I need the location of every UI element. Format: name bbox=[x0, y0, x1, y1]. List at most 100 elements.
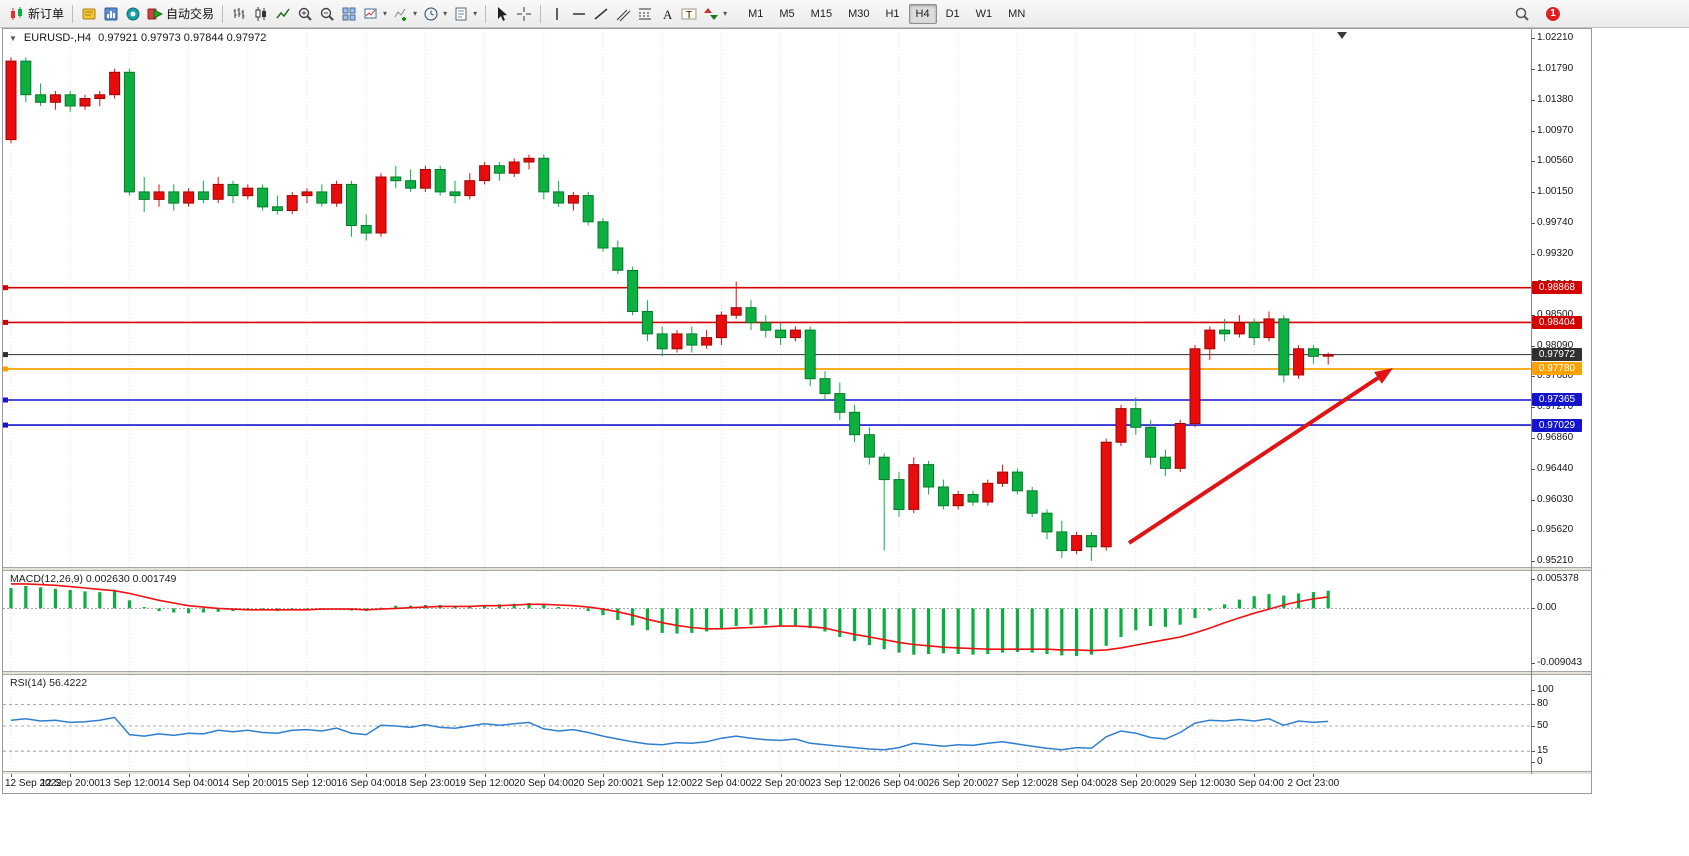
timeframe-mn[interactable]: MN bbox=[1008, 7, 1026, 20]
trendline-button[interactable] bbox=[590, 3, 612, 25]
line-chart-button[interactable] bbox=[272, 3, 294, 25]
timeframe-m5[interactable]: M5 bbox=[779, 7, 795, 20]
time-axis[interactable]: 12 Sep 2022 12 Sep 20:00 13 Sep 12:00 14 Se… bbox=[3, 774, 1591, 793]
macd-axis-label: -0.009043 bbox=[1537, 657, 1583, 668]
timeframe-h4[interactable]: H4 bbox=[908, 3, 937, 24]
macd-pane[interactable]: MACD(12,26,9) 0.002630 0.001749 bbox=[3, 571, 1591, 671]
axis-tick bbox=[1531, 69, 1535, 71]
time-axis-label: 29 Sep 12:00 bbox=[1165, 778, 1225, 789]
axis-tick bbox=[1531, 99, 1535, 101]
rsi-chart[interactable] bbox=[3, 675, 1531, 771]
cursor-button[interactable] bbox=[491, 3, 513, 25]
time-axis-label: 23 Sep 12:00 bbox=[810, 778, 870, 789]
time-tick bbox=[425, 774, 427, 777]
horizontal-line-button[interactable] bbox=[568, 3, 590, 25]
price-axis[interactable]: 1.02210 1.01790 1.01380 1.00970 1.00560 1.001… bbox=[1531, 29, 1591, 774]
shapes-button[interactable]: ▾ bbox=[700, 3, 730, 25]
time-axis-label: 22 Sep 04:00 bbox=[691, 778, 752, 789]
chevron-down-icon[interactable]: ▾ bbox=[723, 9, 728, 18]
vertical-line-button[interactable] bbox=[546, 3, 568, 25]
notification-badge[interactable]: 1 bbox=[1545, 5, 1561, 22]
rsi-name: RSI(14) bbox=[10, 677, 47, 689]
label-button[interactable]: T bbox=[678, 3, 700, 25]
axis-tick bbox=[1531, 499, 1535, 501]
timeframe-h1[interactable]: H1 bbox=[885, 7, 900, 20]
pane-separator[interactable] bbox=[3, 671, 1591, 675]
periods-button[interactable]: ▾ bbox=[420, 3, 450, 25]
toolbar-separator bbox=[72, 4, 74, 23]
chevron-down-icon[interactable]: ▾ bbox=[383, 9, 388, 18]
zoom-in-button[interactable] bbox=[294, 3, 316, 25]
timeframe-d1[interactable]: D1 bbox=[945, 7, 960, 20]
search-icon bbox=[1514, 6, 1530, 22]
time-tick bbox=[603, 774, 604, 777]
macd-values: 0.002630 0.001749 bbox=[85, 573, 177, 585]
price-badge: 0.97029 bbox=[1532, 418, 1582, 432]
price-badge: 0.97365 bbox=[1532, 393, 1582, 407]
cursor-icon bbox=[494, 6, 510, 22]
metaeditor-button[interactable] bbox=[78, 3, 100, 25]
time-tick bbox=[366, 774, 368, 777]
time-axis-label: 30 Sep 04:00 bbox=[1224, 778, 1284, 789]
axis-tick bbox=[1531, 161, 1535, 163]
timeframe-m30[interactable]: M30 bbox=[848, 7, 870, 20]
auto-trading-button[interactable]: 自动交易 bbox=[144, 3, 217, 25]
time-tick bbox=[721, 774, 723, 777]
chevron-down-icon[interactable]: ▾ bbox=[473, 9, 478, 18]
pane-separator[interactable] bbox=[3, 771, 1591, 774]
chart-shift-marker[interactable] bbox=[1337, 32, 1347, 39]
zoom-out-button[interactable] bbox=[316, 3, 338, 25]
time-tick bbox=[1017, 774, 1019, 777]
toolbar: 新订单 自动交易 ▾ ▾ ▾ ▾ A T ▾ M1 M5 M15 M30 H1 H4 D1 W1 MN 1 bbox=[0, 0, 1689, 28]
crosshair-button[interactable] bbox=[513, 3, 535, 25]
time-tick bbox=[188, 774, 190, 777]
axis-tick bbox=[1531, 762, 1535, 763]
timeframe-m15[interactable]: M15 bbox=[810, 7, 833, 20]
text-button[interactable]: A bbox=[656, 3, 678, 25]
candlestick-chart[interactable] bbox=[3, 29, 1531, 567]
time-tick bbox=[839, 774, 841, 777]
axis-tick bbox=[1531, 579, 1535, 580]
chevron-down-icon[interactable]: ▾ bbox=[413, 9, 418, 18]
auto-trading-button-label: 自动交易 bbox=[166, 7, 215, 21]
time-tick bbox=[11, 774, 12, 777]
timeframe-w1[interactable]: W1 bbox=[975, 7, 993, 20]
profiles-button[interactable] bbox=[100, 3, 122, 25]
time-tick bbox=[1313, 774, 1315, 777]
macd-name: MACD(12,26,9) bbox=[10, 573, 83, 585]
price-axis-label: 1.00150 bbox=[1537, 185, 1574, 197]
search-button[interactable] bbox=[1511, 3, 1533, 25]
timeframe-m1[interactable]: M1 bbox=[748, 7, 764, 20]
time-tick bbox=[899, 774, 900, 777]
channel-button[interactable] bbox=[612, 3, 634, 25]
price-chart-pane[interactable]: ▼ EURUSD-,H4 0.97921 0.97973 0.97844 0.9… bbox=[3, 29, 1591, 567]
indicators-button[interactable]: ▾ bbox=[390, 3, 420, 25]
time-tick bbox=[129, 774, 131, 777]
clock-icon bbox=[423, 6, 439, 22]
chevron-down-icon[interactable]: ▾ bbox=[443, 9, 448, 18]
macd-chart[interactable] bbox=[3, 571, 1531, 671]
new-order-button[interactable]: 新订单 bbox=[6, 3, 67, 25]
time-axis-label: 26 Sep 04:00 bbox=[869, 778, 929, 789]
price-axis-label: 1.01380 bbox=[1537, 93, 1574, 105]
axis-tick bbox=[1531, 704, 1535, 706]
bar-chart-button[interactable] bbox=[228, 3, 250, 25]
time-tick bbox=[484, 774, 486, 777]
time-tick bbox=[543, 774, 545, 777]
templates-button[interactable]: ▾ bbox=[450, 3, 480, 25]
community-button[interactable] bbox=[122, 3, 144, 25]
axis-tick bbox=[1531, 315, 1535, 317]
fibonacci-button[interactable] bbox=[634, 3, 656, 25]
pane-separator[interactable] bbox=[3, 567, 1591, 571]
rsi-pane[interactable]: RSI(14) 56.4222 bbox=[3, 675, 1591, 771]
chevron-down-icon[interactable]: ▼ bbox=[9, 33, 17, 43]
chart-window: ▼ EURUSD-,H4 0.97921 0.97973 0.97844 0.9… bbox=[2, 28, 1592, 794]
candlestick-button[interactable] bbox=[250, 3, 272, 25]
axis-tick bbox=[1531, 608, 1535, 610]
templates-icon bbox=[453, 6, 469, 22]
tile-windows-button[interactable] bbox=[338, 3, 360, 25]
axis-tick bbox=[1531, 437, 1535, 439]
time-tick bbox=[1195, 774, 1196, 777]
axis-tick bbox=[1531, 407, 1535, 409]
new-chart-button[interactable]: ▾ bbox=[360, 3, 390, 25]
